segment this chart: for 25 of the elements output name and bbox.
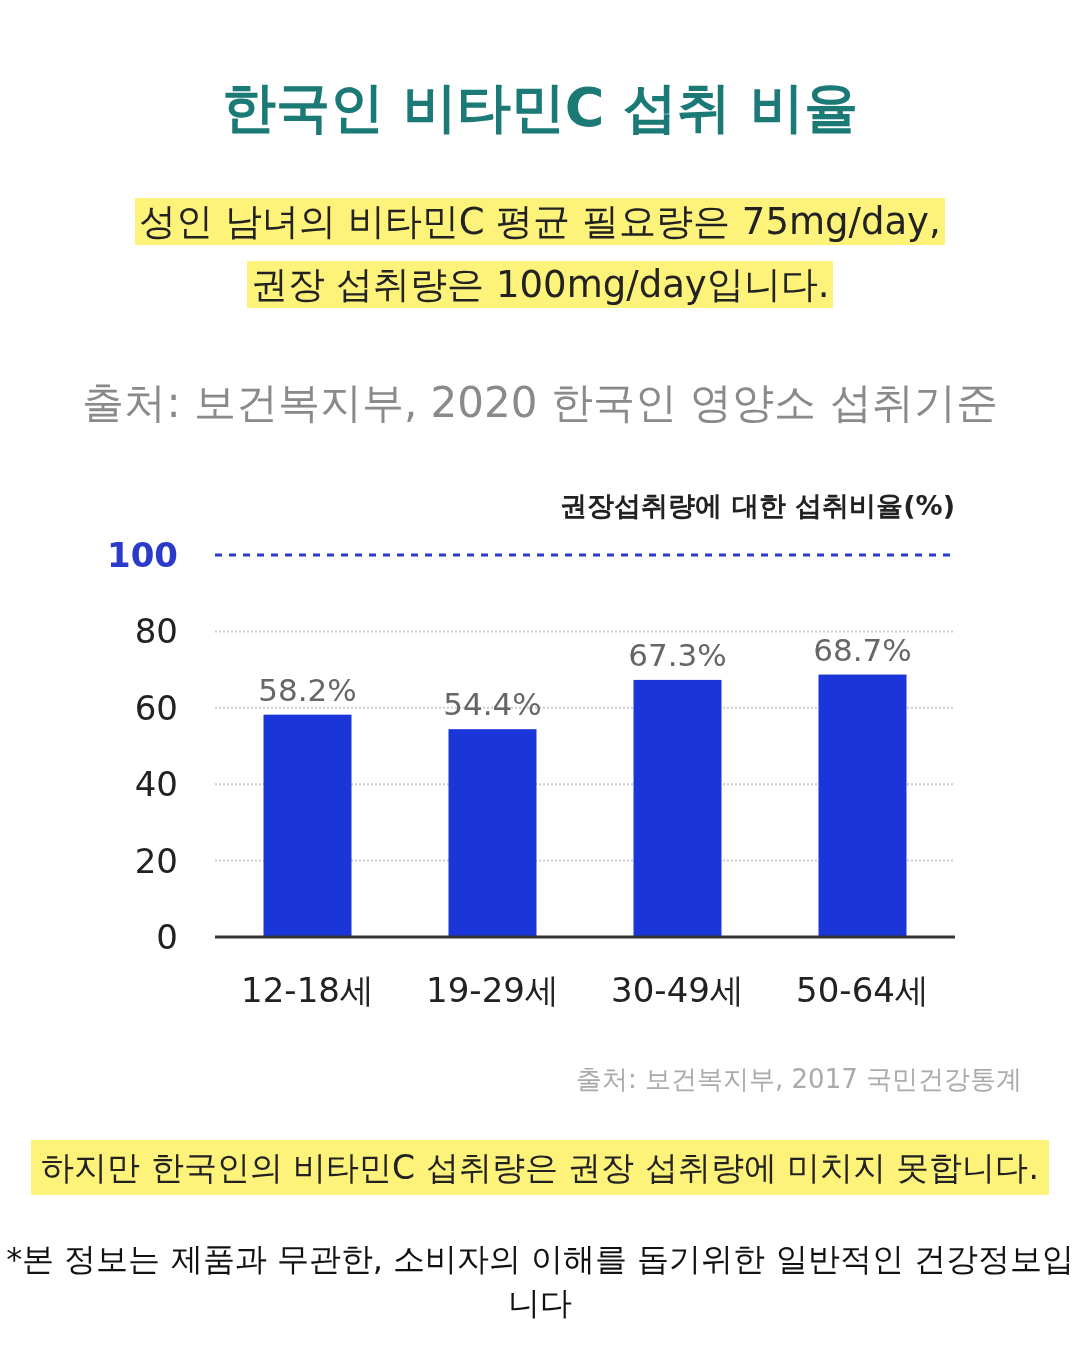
y-tick-label: 40 (134, 764, 178, 805)
data-label: 67.3% (628, 636, 727, 673)
y-axis-title: 권장섭취량에 대한 섭취비율(%) (560, 490, 955, 521)
x-tick-label: 12-18세 (241, 970, 374, 1010)
y-tick-label: 60 (134, 687, 178, 728)
source-note: 출처: 보건복지부, 2017 국민건강통계 (575, 1063, 1022, 1096)
text: 하지만 한국인의 비타민C 섭취량은 권장 섭취량에 미치지 못합니다. (31, 1140, 1049, 1195)
x-tick-label: 19-29세 (426, 970, 559, 1010)
y-tick-label: 0 (156, 917, 178, 957)
bar (448, 729, 537, 937)
x-tick-label: 30-49세 (611, 970, 744, 1010)
bar (263, 714, 352, 937)
bar (633, 679, 722, 937)
x-tick-label: 50-64세 (796, 970, 929, 1010)
bar (818, 674, 907, 937)
chart-title: 한국인 비타민C 섭취 비율 (221, 75, 859, 141)
data-label: 68.7% (813, 631, 912, 668)
source-note: 출처: 보건복지부, 2020 한국인 영양소 섭취기준 (81, 377, 999, 429)
chart-subtitle: 성인 남녀의 비타민C 평균 필요량은 75mg/day, 권장 섭취량은 100mg/day입니다. (135, 198, 945, 308)
data-label: 58.2% (258, 671, 357, 708)
text: *본 정보는 제품과 무관한, 소비자의 이해를 돕기위한 일반적인 건강정보입니다 (5, 1239, 1075, 1324)
y-tick-label: 80 (134, 611, 178, 652)
y-tick-label: 20 (134, 840, 178, 881)
data-label: 54.4% (443, 686, 542, 723)
y-tick-label: 100 (107, 535, 178, 575)
